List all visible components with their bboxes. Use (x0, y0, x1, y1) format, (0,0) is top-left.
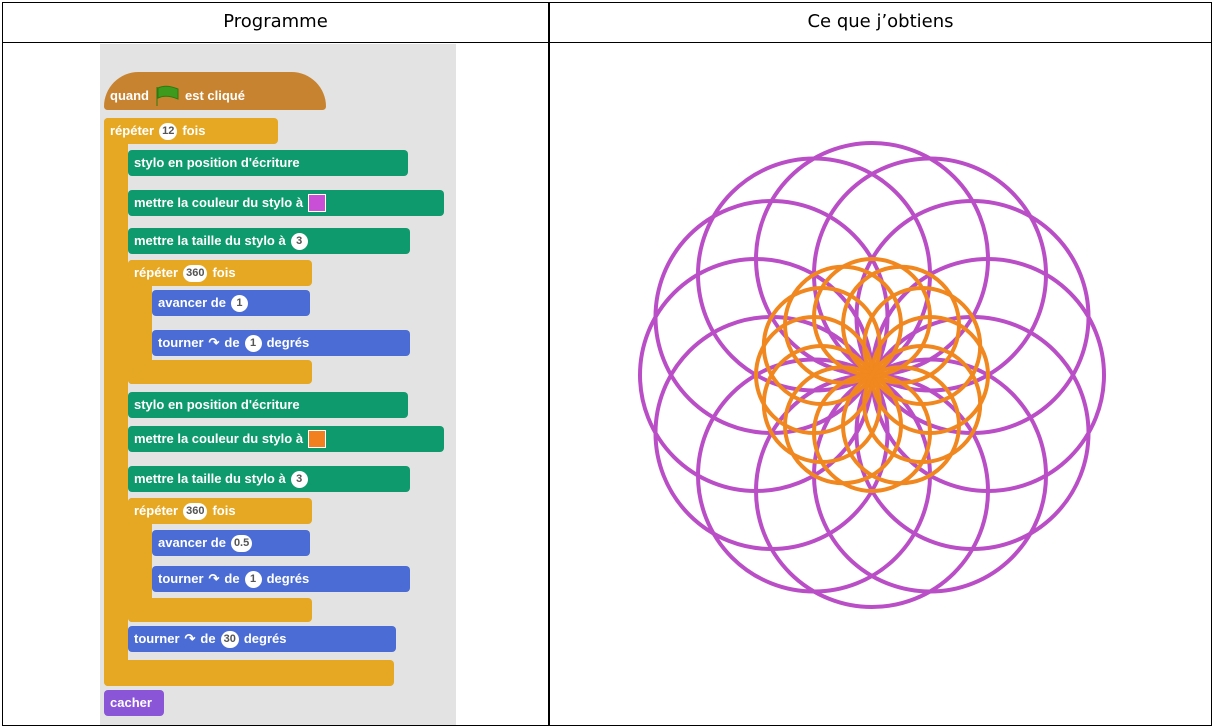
pen-block: mettre la taille du stylo à 3 (128, 228, 410, 254)
header-row (2, 2, 1212, 43)
block-text: fois (182, 123, 206, 138)
block-text: mettre la couleur du stylo à (134, 431, 304, 446)
pen-block: mettre la couleur du stylo à (128, 426, 444, 452)
repeat-arm (104, 118, 128, 686)
block-text: répéter (110, 123, 155, 138)
motion-block: tourner ↷ de 30 degrés (128, 626, 396, 652)
block-text: degrés (266, 571, 310, 586)
repeat-block: répéter 12 fois (104, 118, 278, 144)
repeat-arm (104, 660, 394, 686)
block-text: tourner (134, 631, 180, 646)
input: 360 (183, 264, 208, 282)
block-text: quand (110, 88, 149, 103)
rotate-icon: ↷ (184, 631, 196, 646)
block-text: de (200, 631, 216, 646)
input: 1 (244, 334, 262, 352)
motion-block: tourner ↷ de 1 degrés (152, 566, 410, 592)
input: 30 (220, 630, 239, 648)
orange-circles (754, 257, 990, 493)
hat-block: quand est cliqué (104, 72, 326, 110)
rotate-icon: ↷ (208, 571, 220, 586)
color-swatch (308, 194, 327, 212)
input: 1 (244, 570, 262, 588)
repeat-block: répéter 360 fois (128, 260, 312, 286)
pen-block: stylo en position d'écriture (128, 150, 408, 176)
motion-block: avancer de 0.5 (152, 530, 310, 556)
block-text: mettre la taille du stylo à (134, 471, 286, 486)
header: Programme (223, 11, 328, 32)
color-swatch (308, 430, 327, 448)
rotate-icon: ↷ (208, 335, 220, 350)
block-text: mettre la couleur du stylo à (134, 195, 304, 210)
block-text: avancer de (158, 535, 226, 550)
block-text: stylo en position d'écriture (134, 397, 300, 412)
column-divider (548, 2, 550, 726)
block-text: répéter (134, 503, 179, 518)
block-text: fois (212, 503, 236, 518)
repeat-arm (128, 598, 312, 622)
input: 360 (183, 502, 208, 520)
header: Ce que j’obtiens (807, 11, 954, 32)
block-text: de (224, 335, 240, 350)
block-text: mettre la taille du stylo à (134, 233, 286, 248)
motion-block: tourner ↷ de 1 degrés (152, 330, 410, 356)
block-text: degrés (243, 631, 287, 646)
input: 1 (230, 294, 248, 312)
input: 3 (290, 470, 308, 488)
block-text: stylo en position d'écriture (134, 155, 300, 170)
pen-block: stylo en position d'écriture (128, 392, 408, 418)
block-text: tourner (158, 335, 204, 350)
repeat-block: répéter 360 fois (128, 498, 312, 524)
block-text: tourner (158, 571, 204, 586)
block-text: degrés (266, 335, 310, 350)
block-text: répéter (134, 265, 179, 280)
looks-block: cacher (104, 690, 164, 716)
block-text: de (224, 571, 240, 586)
block-text: fois (212, 265, 236, 280)
block-text: avancer de (158, 295, 226, 310)
input: 12 (159, 122, 178, 140)
motion-block: avancer de 1 (152, 290, 310, 316)
input: 0.5 (230, 534, 253, 552)
input: 3 (290, 232, 308, 250)
pen-block: mettre la couleur du stylo à (128, 190, 444, 216)
flag-icon (156, 85, 179, 106)
block-text: est cliqué (185, 88, 245, 103)
pen-block: mettre la taille du stylo à 3 (128, 466, 410, 492)
block-text: cacher (110, 695, 152, 710)
repeat-arm (128, 360, 312, 384)
